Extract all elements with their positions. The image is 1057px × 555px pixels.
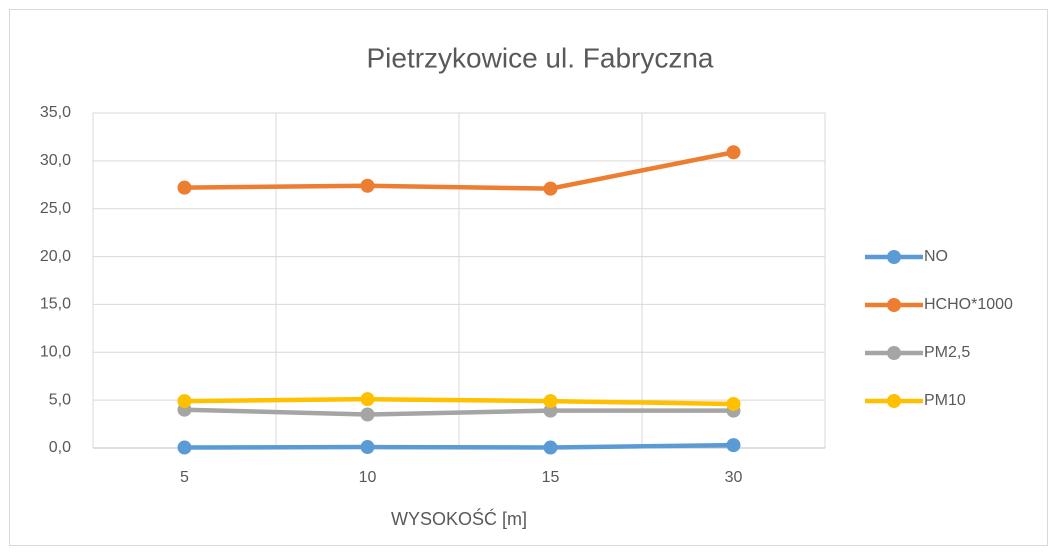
legend-label: PM2,5 [924,344,970,361]
legend-marker [887,298,901,312]
series-line [182,442,736,450]
y-tick-label: 15,0 [40,296,71,313]
x-tick-label: 15 [542,469,560,486]
legend-label: PM10 [924,392,966,409]
x-axis-title: WYSOKOŚĆ [m] [391,508,527,529]
legend-marker [887,394,901,408]
data-point [360,178,375,193]
legend-marker [887,250,901,264]
y-tick-label: 30,0 [40,152,71,169]
data-point [360,392,375,407]
data-point [177,394,192,409]
y-tick-label: 5,0 [49,391,71,408]
data-point [726,396,741,411]
data-point [543,181,558,196]
x-tick-label: 30 [725,469,743,486]
x-tick-label: 10 [359,469,377,486]
series-line [182,407,736,417]
chart-border [9,9,1048,546]
series-line [182,149,736,191]
data-point [726,438,741,453]
y-tick-label: 10,0 [40,344,71,361]
legend-label: NO [924,248,948,265]
data-point [726,145,741,160]
y-tick-label: 20,0 [40,248,71,265]
y-tick-label: 25,0 [40,200,71,217]
legend-label: HCHO*1000 [924,296,1013,313]
data-point [360,440,375,455]
series-line [182,396,736,407]
data-point [360,407,375,422]
data-point [543,394,558,409]
data-point [177,440,192,455]
chart-title: Pietrzykowice ul. Fabryczna [366,42,713,73]
data-point [543,403,558,418]
y-tick-label: 0,0 [49,439,71,456]
x-tick-label: 5 [180,469,189,486]
legend-marker [887,346,901,360]
y-tick-label: 35,0 [40,104,71,121]
data-point [177,180,192,195]
data-point [543,440,558,455]
